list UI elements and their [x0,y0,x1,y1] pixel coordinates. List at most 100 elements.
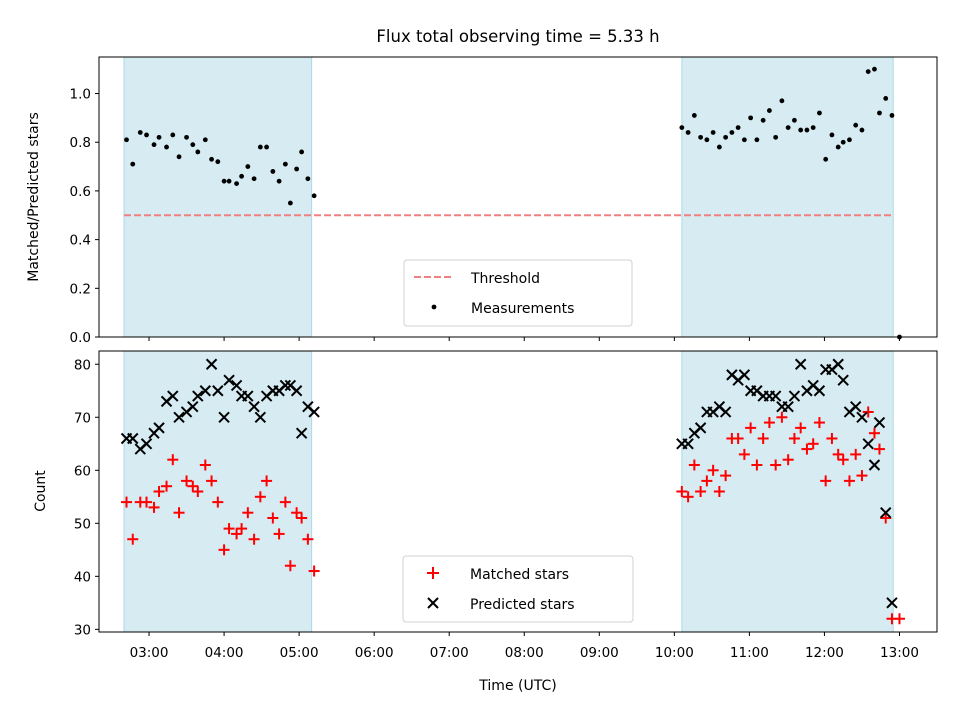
matched-point [695,486,707,497]
matched-point [308,565,320,577]
matched-point [868,427,880,439]
measurement-point [215,159,221,165]
chart-title: Flux total observing time = 5.33 h [376,27,659,46]
matched-point [832,448,844,460]
predicted-point [192,390,204,402]
predicted-point [849,400,862,413]
x-tick-label: 12:00 [805,645,844,661]
matched-point [206,475,218,487]
predicted-point [295,427,308,439]
measurement-point [835,144,841,150]
measurement-point [872,66,877,72]
matched-point [273,528,285,540]
predicted-point [242,390,254,402]
measurement-point [741,137,747,143]
measurement-point [239,173,244,179]
measurement-point [817,110,822,116]
matched-point [893,613,905,625]
measurement-point [716,144,722,150]
matched-legend-label: Matched stars [470,567,569,583]
bottom-x-ticks: 03:00 04:00 05:00 06:00 07:00 08:00 09:00 10:00… [130,632,919,661]
measurement-point [176,154,182,160]
measurement-point [823,156,829,162]
matched-point [248,533,260,545]
top-axes-frame [98,56,938,338]
y-tick-label: 70 [74,410,91,426]
measurement-point [748,115,754,121]
matched-point [284,560,296,572]
measurement-point [151,142,157,148]
measurement-point [221,178,227,184]
measurement-point [792,117,797,123]
bottom-legend: Matched stars Predicted stars [402,555,634,623]
matched-points [121,406,905,625]
x-tick-label: 11:00 [730,645,769,661]
measurement-point [723,134,729,140]
measurement-point [785,125,791,131]
predicted-point [788,390,801,402]
predicted-point [187,400,199,413]
x-tick-label: 07:00 [430,645,469,661]
y-tick-label: 1.0 [70,87,91,103]
measurement-point [829,132,835,138]
matched-point [279,496,291,508]
matched-point [795,422,807,434]
matched-point [148,501,160,513]
matched-point [862,406,874,418]
y-tick-label: 50 [74,516,91,532]
predicted-point [173,411,185,423]
matched-point [713,486,725,497]
measurement-point [264,144,269,150]
measurement-point [883,95,889,101]
matched-point [153,486,165,497]
measurement-point [877,110,882,116]
predicted-point [205,358,218,370]
observing-span [123,350,313,633]
matched-point [826,432,838,444]
x-tick-label: 05:00 [280,645,319,661]
measurement-point [305,176,311,182]
predicted-point [694,422,707,434]
matched-point [843,475,855,487]
predicted-point [140,438,153,450]
measurement-point [853,122,859,128]
matched-point [820,475,832,487]
predicted-point [127,432,139,445]
measurement-point [270,169,276,174]
predicted-point [837,374,849,386]
matched-point [720,470,732,482]
measurement-point [865,69,871,75]
predicted-point [230,379,243,392]
predicted-point [212,385,224,397]
predicted-point [769,390,782,402]
y-tick-label: 0.8 [70,135,91,151]
measurement-point [276,178,282,184]
measurement-point [754,137,760,143]
predicted-point [254,411,267,423]
predicted-point [868,459,881,471]
predicted-point [782,400,794,413]
matched-legend-swatch [427,567,439,579]
matched-point [763,417,775,429]
measurement-point [679,125,685,131]
measurement-point [245,164,251,169]
predicted-point [199,385,212,397]
measurement-point [889,113,895,118]
top-x-ticks [148,337,900,341]
matched-point [192,486,204,497]
matched-point [801,443,813,455]
measurement-point [767,108,772,113]
predicted-point [813,385,826,397]
measurement-point [287,200,293,206]
x-tick-label: 10:00 [655,645,694,661]
measurement-point [810,125,816,131]
x-tick-label: 13:00 [880,645,919,661]
measurement-point [184,134,189,140]
predicted-legend-label: Predicted stars [470,597,575,613]
matched-point [757,432,769,444]
measurement-point [299,149,305,155]
measurement-point [735,125,741,131]
matched-point [738,448,750,460]
predicted-point [308,406,320,418]
